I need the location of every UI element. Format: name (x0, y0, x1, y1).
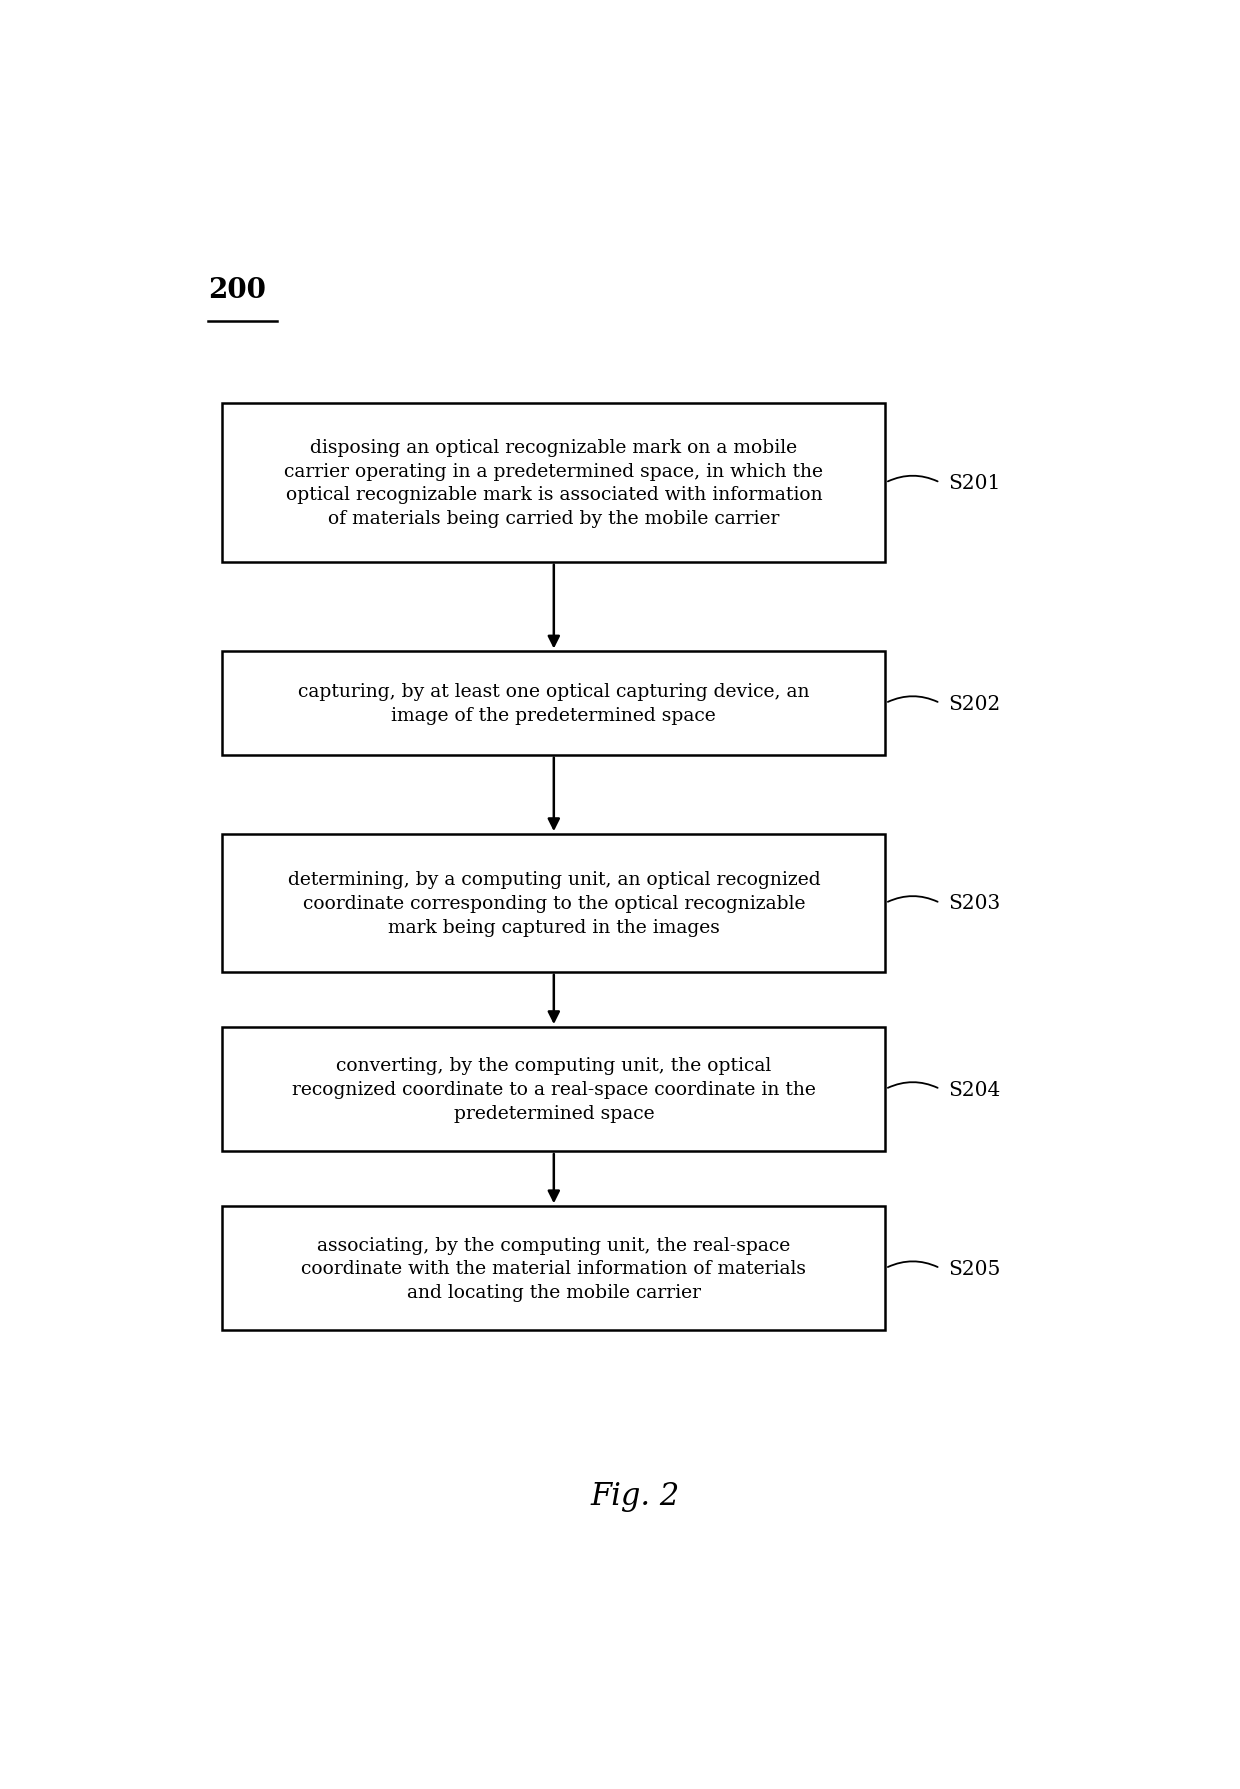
Bar (222, 651, 885, 755)
Bar (222, 1027, 885, 1152)
Text: S203: S203 (947, 894, 1001, 912)
Text: 200: 200 (208, 277, 265, 304)
Bar (222, 834, 885, 971)
Text: Fig. 2: Fig. 2 (591, 1480, 680, 1512)
Bar (222, 404, 885, 562)
Bar (222, 1206, 885, 1331)
Text: converting, by the computing unit, the optical
recognized coordinate to a real-s: converting, by the computing unit, the o… (291, 1057, 816, 1122)
Text: S202: S202 (947, 694, 1001, 714)
Text: capturing, by at least one optical capturing device, an
image of the predetermin: capturing, by at least one optical captu… (298, 683, 810, 725)
Text: S204: S204 (947, 1081, 1001, 1098)
Text: associating, by the computing unit, the real-space
coordinate with the material : associating, by the computing unit, the … (301, 1236, 806, 1301)
Text: determining, by a computing unit, an optical recognized
coordinate corresponding: determining, by a computing unit, an opt… (288, 871, 820, 936)
Text: S201: S201 (947, 474, 1001, 492)
Text: disposing an optical recognizable mark on a mobile
carrier operating in a predet: disposing an optical recognizable mark o… (284, 438, 823, 528)
Text: S205: S205 (947, 1259, 1001, 1277)
